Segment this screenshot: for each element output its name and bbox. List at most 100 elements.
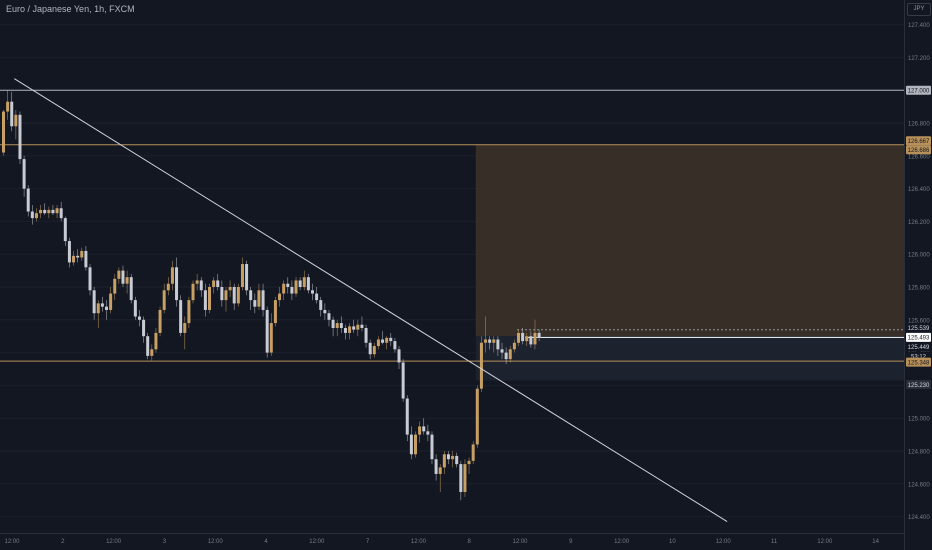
trendline-layer[interactable] (14, 78, 728, 522)
horizontal-levels[interactable] (0, 89, 904, 362)
candle (133, 296, 137, 320)
tag-zone-bottom-text: 125.230 (908, 383, 930, 389)
candle-body (533, 332, 537, 345)
candle-body (96, 303, 100, 314)
time-axis[interactable]: 12:00 2 12:00 3 12:00 4 12:00 7 12:00 8 12:00 9 12:0… (4, 539, 879, 545)
candle (220, 280, 224, 307)
x-tick-label: 9 (569, 539, 573, 545)
candle-body (508, 349, 512, 360)
y-tick-label: 124.400 (908, 515, 930, 521)
candle-body (125, 277, 129, 284)
x-tick-label: 4 (264, 539, 268, 545)
target-zone-lower[interactable] (475, 336, 904, 381)
candle-body (339, 323, 343, 328)
candle (249, 287, 253, 310)
candle-body (537, 332, 541, 338)
candle-body (521, 332, 525, 342)
candle (315, 287, 319, 304)
target-zone[interactable] (475, 144, 904, 381)
candle (191, 280, 195, 304)
candle (401, 359, 405, 402)
candle (451, 451, 455, 468)
candle-body (352, 326, 356, 330)
candle-body (492, 339, 496, 343)
candle (166, 277, 170, 296)
candle-body (150, 349, 154, 356)
x-tick-label: 2 (61, 539, 65, 545)
candle (327, 309, 331, 327)
candle (496, 336, 500, 356)
candle (335, 319, 339, 337)
candle-body (2, 111, 5, 153)
candle (212, 277, 216, 294)
candle-body (170, 267, 174, 284)
candle-body (434, 459, 438, 474)
candle (80, 247, 84, 261)
candle (257, 283, 261, 310)
candle (360, 316, 364, 332)
candle-body (409, 434, 413, 455)
candle-body (47, 209, 51, 214)
candle (39, 205, 43, 219)
y-tick-label: 127.200 (908, 56, 930, 62)
candle-body (22, 159, 26, 189)
candle-body (496, 339, 500, 350)
candle-body (232, 287, 236, 304)
candle (471, 441, 475, 465)
tag-125539: 125.539 (906, 323, 931, 333)
x-tick-label: 12:00 (208, 539, 224, 545)
candle-body (261, 290, 265, 310)
candle (34, 208, 38, 222)
y-tick-label: 126.000 (908, 253, 930, 259)
candle-body (228, 287, 232, 291)
candle (67, 237, 71, 268)
candle-body (356, 324, 360, 330)
candle (463, 459, 467, 497)
candle (286, 277, 290, 294)
candle (319, 296, 323, 317)
candle-body (92, 290, 96, 314)
candle-body (10, 101, 14, 127)
candle (47, 206, 51, 219)
candle-body (290, 287, 294, 294)
candle-body (39, 209, 43, 214)
candle-body (18, 114, 22, 160)
candle (158, 306, 162, 337)
candle (409, 426, 413, 460)
candle (253, 293, 257, 314)
candle (208, 283, 211, 314)
descending-trendline[interactable] (14, 78, 728, 522)
y-tick-label: 124.800 (908, 450, 930, 456)
candle-body (100, 303, 104, 307)
candle (273, 296, 277, 327)
currency-button[interactable]: JPY (907, 3, 931, 16)
x-tick-label: 3 (163, 539, 167, 545)
candle-body (224, 290, 228, 301)
x-tick-label: 12:00 (411, 539, 427, 545)
tag-current: 125.493 (906, 332, 931, 342)
candle-body (479, 342, 483, 389)
candle-body (34, 213, 38, 219)
candle-body (512, 342, 516, 350)
x-tick-label: 12:00 (512, 539, 528, 545)
y-tick-label: 125.600 (908, 318, 930, 324)
candle (356, 319, 360, 337)
candle-body (426, 431, 430, 435)
candle (294, 277, 298, 297)
candle (488, 336, 492, 350)
x-tick-label: 12:00 (614, 539, 630, 545)
candle-body (315, 293, 319, 301)
candle (224, 287, 228, 312)
candle-body (142, 319, 146, 337)
candle-body (278, 293, 282, 301)
candle (245, 260, 249, 296)
candle (521, 328, 525, 345)
candle (525, 332, 529, 347)
candle-body (121, 270, 125, 284)
target-zone-upper[interactable] (475, 144, 904, 337)
tag-125539-bg (906, 323, 931, 333)
candle-body (368, 342, 372, 355)
candle (113, 273, 117, 301)
candle-body (154, 332, 158, 350)
